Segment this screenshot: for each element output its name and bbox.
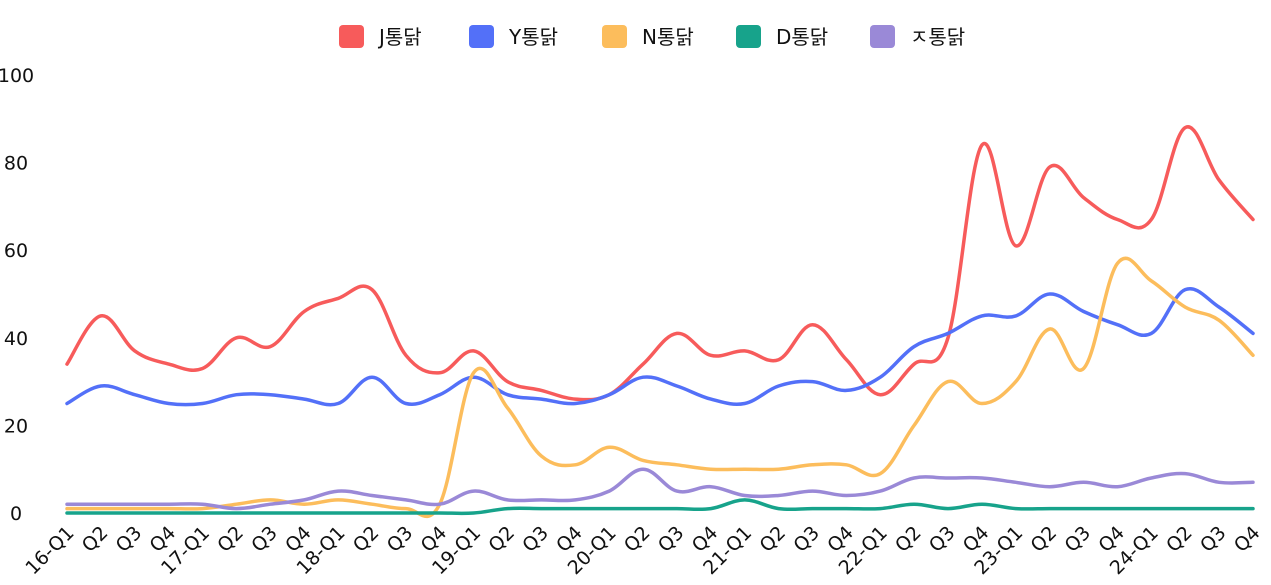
y-axis: 0 20 40 60 80 100 bbox=[0, 65, 34, 525]
legend-item[interactable]: D통닭 bbox=[736, 25, 828, 49]
legend-swatch bbox=[339, 25, 364, 48]
x-tick-label: Q2 bbox=[78, 522, 113, 557]
plot-area bbox=[65, 125, 1255, 519]
x-tick-label: Q4 bbox=[1230, 522, 1265, 557]
legend-swatch bbox=[870, 25, 895, 48]
series-line bbox=[65, 286, 1255, 407]
x-tick-label: Q2 bbox=[755, 522, 790, 557]
legend-item[interactable]: Y통닭 bbox=[469, 25, 558, 49]
series-2 bbox=[65, 256, 1255, 519]
legend-swatch bbox=[736, 25, 761, 48]
x-tick-label: Q2 bbox=[1027, 522, 1062, 557]
series-line bbox=[65, 256, 1255, 519]
x-tick-label: Q3 bbox=[789, 522, 824, 557]
x-tick-label: Q3 bbox=[518, 522, 553, 557]
y-tick-label: 40 bbox=[4, 328, 28, 350]
y-tick-label: 60 bbox=[4, 240, 28, 262]
x-tick-label: Q3 bbox=[112, 522, 147, 557]
series-line bbox=[65, 498, 1255, 516]
x-tick-label: Q3 bbox=[925, 522, 960, 557]
legend-swatch bbox=[602, 25, 627, 48]
x-tick-label: Q3 bbox=[247, 522, 282, 557]
legend-item[interactable]: J통닭 bbox=[339, 25, 422, 49]
legend-label: D통닭 bbox=[776, 25, 828, 49]
x-tick-label: Q2 bbox=[891, 522, 926, 557]
x-tick-label: Q2 bbox=[484, 522, 519, 557]
series-3 bbox=[65, 498, 1255, 516]
x-tick-label: Q3 bbox=[1196, 522, 1231, 557]
x-tick-label: Q3 bbox=[383, 522, 418, 557]
x-tick-label: Q3 bbox=[1060, 522, 1095, 557]
series-line bbox=[65, 467, 1255, 511]
legend-label: Y통닭 bbox=[508, 25, 558, 49]
series-line bbox=[65, 125, 1255, 402]
x-tick-label: Q2 bbox=[1162, 522, 1197, 557]
x-tick-label: Q2 bbox=[213, 522, 248, 557]
series-0 bbox=[65, 125, 1255, 402]
legend: J통닭 Y통닭 N통닭 D통닭 ㅈ통닭 bbox=[339, 25, 965, 49]
y-tick-label: 20 bbox=[4, 415, 28, 437]
legend-item[interactable]: N통닭 bbox=[602, 25, 694, 49]
y-tick-label: 0 bbox=[10, 503, 22, 525]
legend-label: J통닭 bbox=[377, 25, 422, 49]
legend-item[interactable]: ㅈ통닭 bbox=[870, 25, 965, 49]
x-tick-label: 16-Q1 bbox=[21, 522, 78, 579]
series-1 bbox=[65, 286, 1255, 407]
y-tick-label: 100 bbox=[0, 65, 34, 87]
x-tick-label: Q2 bbox=[620, 522, 655, 557]
x-tick-label: Q3 bbox=[654, 522, 689, 557]
legend-swatch bbox=[469, 25, 494, 48]
x-tick-label: Q2 bbox=[349, 522, 384, 557]
legend-label: N통닭 bbox=[642, 25, 694, 49]
series-4 bbox=[65, 467, 1255, 511]
legend-label: ㅈ통닭 bbox=[910, 25, 965, 49]
y-tick-label: 80 bbox=[4, 153, 28, 175]
